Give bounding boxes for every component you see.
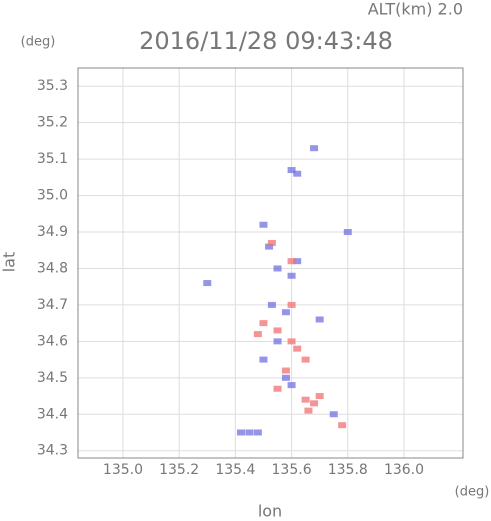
x-tick-label: 136.0 [384,462,424,478]
y-tick-label: 35.1 [37,151,68,167]
y-tick-label: 34.7 [37,297,68,313]
echo-point [267,239,276,246]
altitude-label: ALT(km) 2.0 [368,0,463,19]
echo-point [281,367,290,374]
y-tick-label: 35.0 [37,188,68,204]
plot-area: 135.0 135.2 135.4 135.6 135.8 136.0 34.3 34.4 34… [37,68,463,478]
echo-point [265,243,274,250]
echo-point [338,422,347,429]
y-tick-label: 35.2 [37,115,68,131]
echo-point [301,356,310,363]
y-tick-label: 34.5 [37,370,68,386]
echo-point [259,320,268,327]
echo-point [273,338,282,345]
y-tick-label: 35.3 [37,78,68,94]
echo-point [253,331,262,338]
echo-point [273,265,282,272]
y-tick-label: 34.8 [37,260,68,276]
echo-point [315,316,324,323]
echo-point [287,167,296,174]
echo-point [329,411,338,418]
echo-point [273,385,282,392]
echo-point [259,356,268,363]
echo-point [310,400,319,407]
echo-point [304,407,313,414]
echo-point [253,429,262,436]
echo-point [293,345,302,352]
y-tick-label: 34.6 [37,333,68,349]
x-tick-label: 135.8 [328,462,368,478]
echo-point [287,258,296,265]
echo-point [287,272,296,279]
frame [77,67,464,459]
echo-point [287,338,296,345]
x-unit: (deg) [455,485,490,500]
y-unit: (deg) [21,35,56,50]
x-tick-label: 135.2 [159,462,199,478]
echo-point [301,396,310,403]
y-tick-label: 34.3 [37,443,68,459]
echo-point [273,327,282,334]
echo-point [343,229,352,236]
echo-point [293,170,302,177]
echo-point [203,280,212,287]
echo-point [281,309,290,316]
echo-point [287,382,296,389]
echo-point [310,145,319,152]
echo-point [236,429,245,436]
chart-title: 2016/11/28 09:43:48 [139,27,393,55]
echo-point [315,393,324,400]
x-axis-label: lon [258,502,282,521]
x-tick-label: 135.0 [103,462,143,478]
echo-point [287,301,296,308]
echo-point [267,301,276,308]
echo-point [245,429,254,436]
x-tick-label: 135.6 [272,462,312,478]
y-axis-label: lat [0,252,19,273]
echo-point [281,374,290,381]
echo-point [259,221,268,228]
x-tick-label: 135.4 [215,462,255,478]
echo-point [293,258,302,265]
y-tick-label: 34.4 [37,406,68,422]
y-tick-label: 34.9 [37,224,68,240]
